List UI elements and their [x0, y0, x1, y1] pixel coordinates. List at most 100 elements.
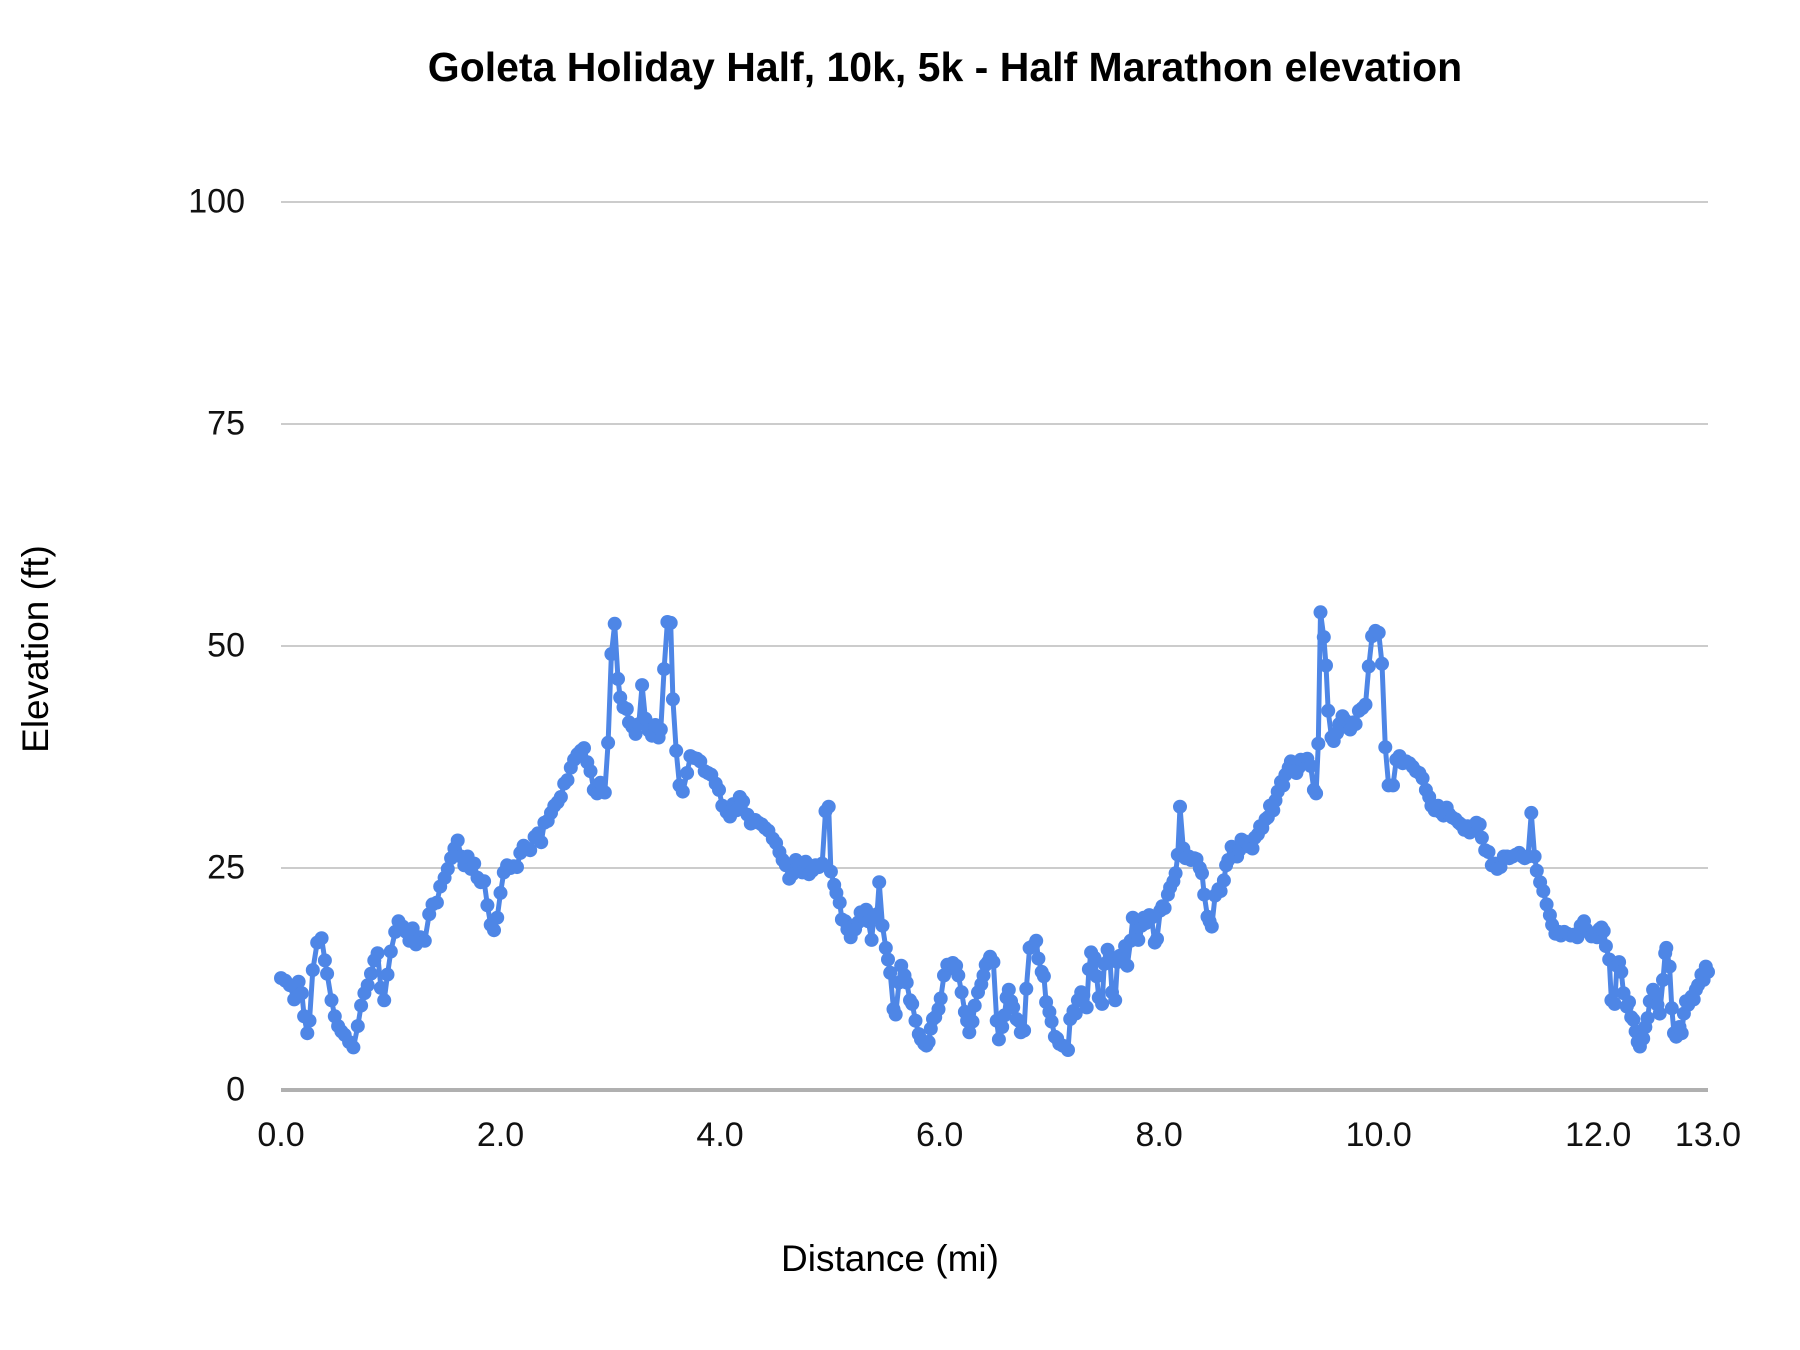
x-tick-label: 6.0	[915, 1116, 964, 1154]
data-point	[967, 998, 982, 1013]
data-point	[1029, 933, 1044, 948]
data-point	[1361, 659, 1376, 674]
data-point	[908, 1013, 923, 1028]
y-tick-label: 100	[188, 182, 245, 221]
data-point	[291, 974, 306, 989]
data-point	[657, 662, 672, 677]
data-point	[1195, 866, 1209, 881]
data-point	[962, 1025, 977, 1040]
data-point	[736, 794, 751, 809]
data-point	[1474, 830, 1489, 845]
data-point	[905, 996, 920, 1011]
data-point	[477, 874, 492, 889]
data-point	[669, 743, 684, 758]
data-point	[1150, 932, 1164, 946]
data-point	[1131, 932, 1146, 947]
data-point	[1173, 799, 1187, 814]
data-point	[354, 998, 369, 1013]
data-point	[1539, 897, 1554, 912]
x-tick-label: 13.0	[1674, 1116, 1742, 1154]
x-tick-label: 8.0	[1135, 1116, 1183, 1154]
data-point	[450, 833, 465, 848]
data-point	[653, 722, 668, 737]
data-point	[1375, 656, 1389, 671]
data-point	[1596, 924, 1611, 938]
data-point	[976, 968, 991, 983]
data-point	[487, 923, 501, 938]
data-point	[1321, 703, 1336, 718]
data-point	[383, 944, 398, 959]
data-point	[1598, 939, 1613, 954]
data-point	[577, 741, 591, 756]
data-point	[607, 616, 622, 631]
data-point	[1044, 1014, 1059, 1029]
data-point	[1157, 901, 1172, 915]
data-point	[467, 856, 482, 871]
data-point	[320, 966, 335, 981]
data-point	[986, 955, 1001, 970]
x-tick-label: 12.0	[1565, 1116, 1632, 1154]
data-point	[317, 953, 332, 968]
data-point	[823, 864, 838, 879]
data-point	[954, 985, 969, 1000]
data-point	[510, 860, 524, 875]
data-point	[1536, 884, 1551, 899]
data-point	[611, 671, 625, 686]
data-point	[1311, 736, 1326, 751]
data-point	[324, 993, 339, 1008]
data-point	[1197, 887, 1212, 902]
data-point	[1019, 981, 1034, 996]
data-point	[1276, 778, 1291, 793]
data-point	[1472, 817, 1487, 832]
data-point	[300, 1026, 315, 1041]
data-point	[991, 1032, 1006, 1047]
data-point	[921, 1035, 936, 1049]
data-point	[883, 965, 898, 980]
data-point	[1089, 969, 1104, 984]
data-point	[931, 1002, 946, 1017]
data-point	[294, 986, 309, 1001]
y-tick-label: 25	[207, 848, 245, 887]
data-point	[1524, 805, 1539, 820]
data-point	[1481, 845, 1496, 859]
data-point	[635, 678, 650, 693]
data-point	[350, 1019, 365, 1034]
data-point	[373, 980, 388, 995]
data-point	[583, 764, 598, 779]
data-point	[1120, 958, 1135, 973]
data-point	[875, 918, 890, 933]
data-point	[1626, 1012, 1641, 1027]
y-tick-label: 50	[207, 626, 245, 665]
data-point	[1674, 1026, 1689, 1041]
data-point	[377, 993, 392, 1008]
data-point	[933, 991, 948, 1006]
data-point	[1378, 740, 1393, 755]
data-point	[872, 875, 887, 890]
data-point	[1659, 940, 1674, 955]
data-point	[1614, 964, 1629, 979]
data-point	[1068, 1006, 1083, 1021]
x-axis-title: Distance (mi)	[781, 1238, 999, 1279]
data-point	[480, 898, 495, 913]
data-point	[1216, 873, 1231, 888]
data-point	[493, 885, 508, 900]
data-point	[1036, 969, 1051, 984]
data-point	[821, 799, 836, 814]
data-point	[314, 931, 329, 946]
data-point	[1386, 778, 1400, 793]
data-point	[1313, 605, 1328, 620]
y-tick-label: 0	[226, 1070, 245, 1109]
data-point	[899, 975, 914, 990]
data-point	[1001, 982, 1016, 997]
x-tick-label: 10.0	[1345, 1116, 1412, 1154]
x-tick-label: 0.0	[257, 1116, 305, 1154]
data-point	[1316, 630, 1331, 645]
data-point	[1095, 996, 1110, 1011]
data-point	[1303, 758, 1318, 773]
data-point	[1031, 951, 1046, 966]
data-point	[1358, 697, 1373, 712]
data-point	[440, 861, 455, 876]
data-point	[1656, 972, 1670, 987]
